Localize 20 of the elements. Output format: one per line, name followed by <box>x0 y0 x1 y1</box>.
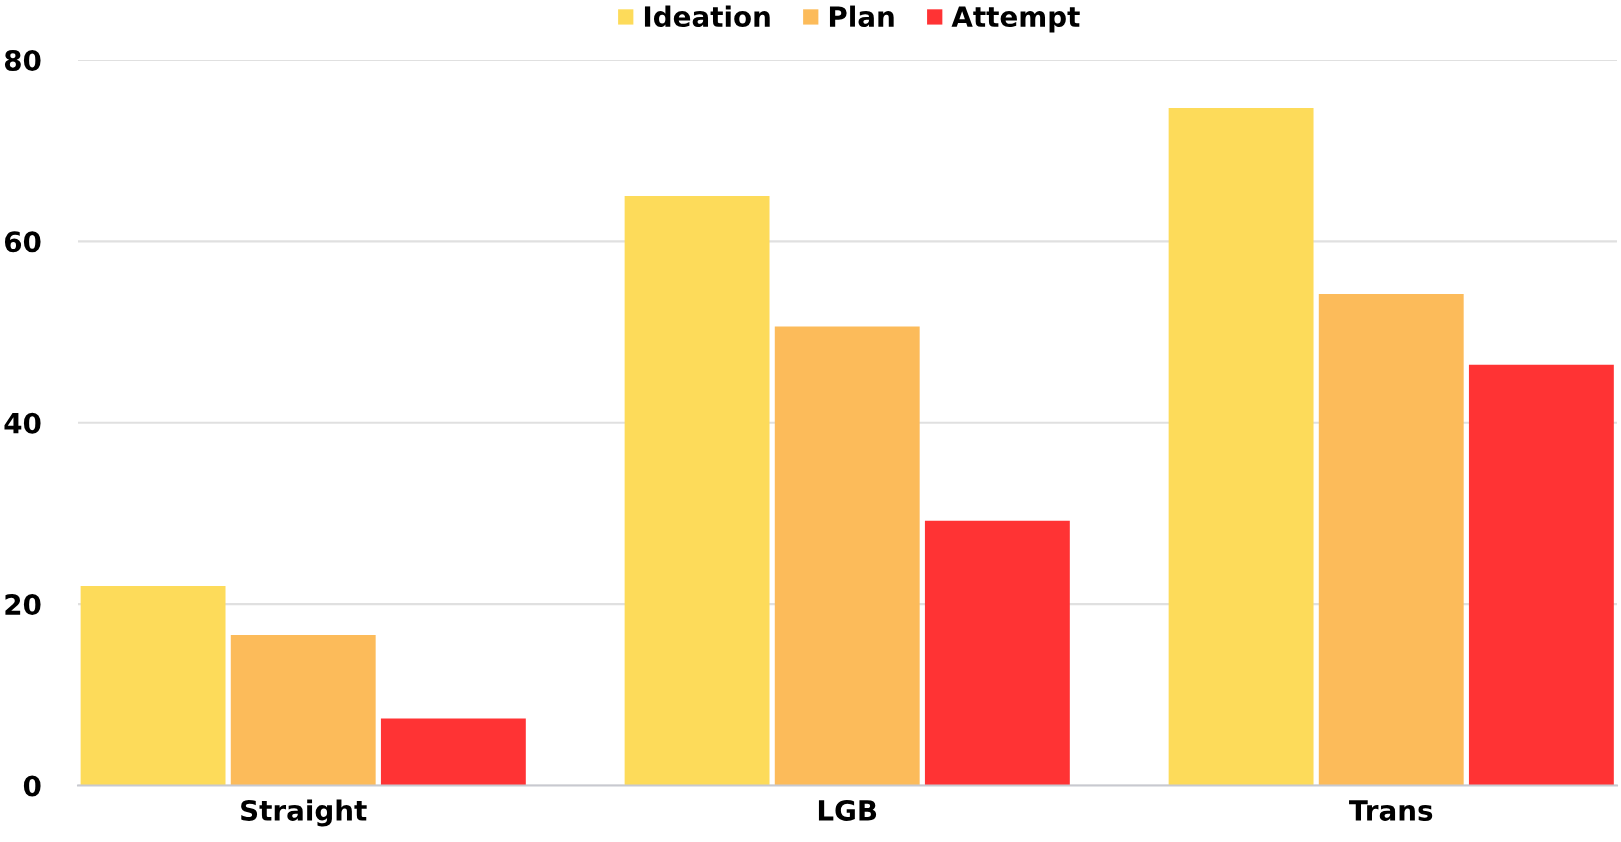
bar <box>1168 108 1314 786</box>
x-tick-label: LGB <box>818 799 877 821</box>
y-tick-label: 0 <box>23 775 41 797</box>
legend-label: Plan <box>829 5 894 28</box>
legend-label: Ideation <box>644 5 770 28</box>
bar <box>624 196 770 786</box>
bar <box>1318 293 1464 786</box>
y-tick-label: 80 <box>4 49 41 71</box>
x-tick-label: Straight <box>241 799 367 827</box>
bar <box>774 326 920 786</box>
bar <box>1468 364 1614 786</box>
y-tick-label: 20 <box>5 594 41 616</box>
bar <box>380 718 526 786</box>
bar <box>924 520 1070 786</box>
bar <box>230 634 376 786</box>
y-tick-label: 60 <box>4 231 41 253</box>
bar <box>80 585 226 786</box>
x-tick-label: Trans <box>1349 800 1433 821</box>
y-tick-label: 40 <box>4 412 41 434</box>
legend-label: Attempt <box>951 6 1080 33</box>
